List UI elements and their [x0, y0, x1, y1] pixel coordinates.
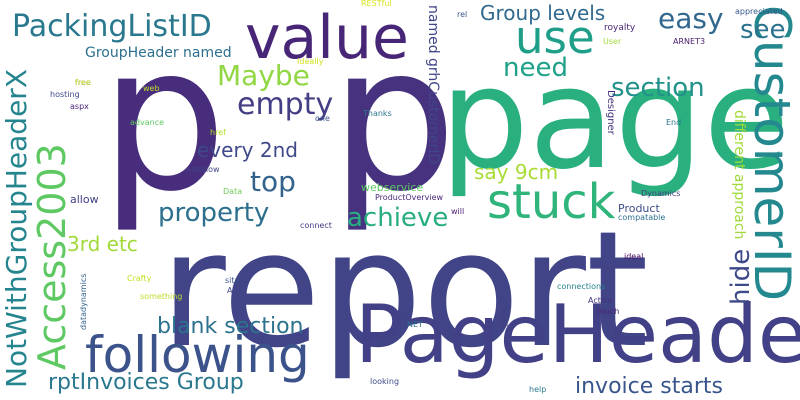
- cloud-word: rptInvoices Group: [48, 370, 244, 395]
- cloud-word: Maybe: [217, 59, 310, 92]
- cloud-word: appreciated: [735, 7, 783, 16]
- cloud-word: PackingListID: [12, 9, 212, 44]
- cloud-word: something: [140, 292, 183, 301]
- cloud-word: rel: [457, 10, 468, 19]
- cloud-word: site: [225, 276, 240, 285]
- cloud-word: Ideally: [297, 57, 324, 66]
- cloud-word: GroupHeader named: [85, 45, 232, 61]
- cloud-word: ProductOverview: [375, 193, 444, 202]
- cloud-word: End: [666, 118, 682, 127]
- cloud-word: Access2003: [30, 143, 74, 370]
- cloud-word: Crafty: [127, 274, 152, 283]
- cloud-word: will: [451, 207, 465, 216]
- cloud-word: Thanks: [363, 109, 392, 118]
- cloud-word: say 9cm: [474, 160, 559, 184]
- cloud-word: Active: [588, 296, 613, 305]
- cloud-word: datadynamics: [79, 273, 88, 330]
- cloud-word: use: [515, 11, 595, 64]
- cloud-word: Data: [223, 187, 243, 196]
- cloud-word: advance: [130, 118, 165, 127]
- cloud-word: Dynamics: [641, 189, 681, 198]
- cloud-word: p: [330, 3, 457, 236]
- cloud-word: ARNET3: [673, 37, 706, 46]
- cloud-word: following: [85, 326, 310, 384]
- cloud-word: User: [603, 37, 622, 46]
- cloud-word: webservice: [361, 181, 424, 194]
- cloud-word: one: [315, 114, 330, 123]
- cloud-word: allow: [70, 193, 99, 206]
- cloud-word: ASP: [227, 286, 243, 295]
- cloud-word: looking: [370, 377, 400, 386]
- cloud-word: href: [210, 128, 226, 137]
- cloud-word: every 2nd: [197, 138, 298, 162]
- cloud-word: Group levels: [480, 1, 606, 25]
- cloud-word: blank section: [157, 314, 304, 339]
- cloud-word: report: [160, 196, 649, 383]
- cloud-word: Designer: [605, 90, 616, 135]
- cloud-word: free: [75, 78, 91, 87]
- cloud-word: nofollow: [186, 165, 220, 174]
- cloud-word: 3rd etc: [67, 232, 138, 256]
- cloud-word: NotWithGroupHeaderX: [0, 68, 33, 388]
- cloud-word: compatable: [618, 213, 666, 222]
- cloud-word: stuck: [487, 174, 616, 230]
- cloud-word: hosting: [50, 90, 80, 99]
- cloud-word: free: [75, 78, 91, 87]
- cloud-word: royalty: [604, 23, 636, 33]
- cloud-word: connect: [300, 221, 332, 230]
- cloud-word: aspx: [70, 102, 89, 111]
- cloud-word: achieve: [347, 203, 449, 233]
- cloud-word: RESTful: [361, 0, 392, 8]
- cloud-word: Product: [618, 202, 660, 215]
- cloud-word: invoice starts: [575, 374, 723, 399]
- cloud-word: section: [611, 73, 705, 103]
- cloud-word: p: [100, 3, 227, 236]
- cloud-word: web: [143, 84, 160, 93]
- cloud-word: page: [440, 38, 790, 201]
- cloud-word: used: [500, 307, 509, 327]
- cloud-word: named grhCustomerID: [425, 5, 441, 165]
- cloud-word: NET: [407, 320, 423, 329]
- cloud-word: value: [245, 3, 409, 73]
- cloud-word: property: [158, 198, 270, 228]
- cloud-word: ideal: [624, 252, 644, 261]
- cloud-word: see: [740, 15, 786, 45]
- cloud-word: top: [250, 165, 296, 198]
- cloud-word: easy: [658, 2, 724, 35]
- cloud-word: empty: [237, 87, 334, 122]
- cloud-word: PageHeader: [355, 288, 800, 381]
- cloud-word: much: [597, 307, 620, 316]
- cloud-word: help: [529, 385, 547, 394]
- cloud-word: different approach: [731, 110, 747, 240]
- cloud-word: connections: [557, 282, 606, 291]
- cloud-word: hide: [726, 248, 756, 305]
- cloud-word: need: [503, 53, 568, 83]
